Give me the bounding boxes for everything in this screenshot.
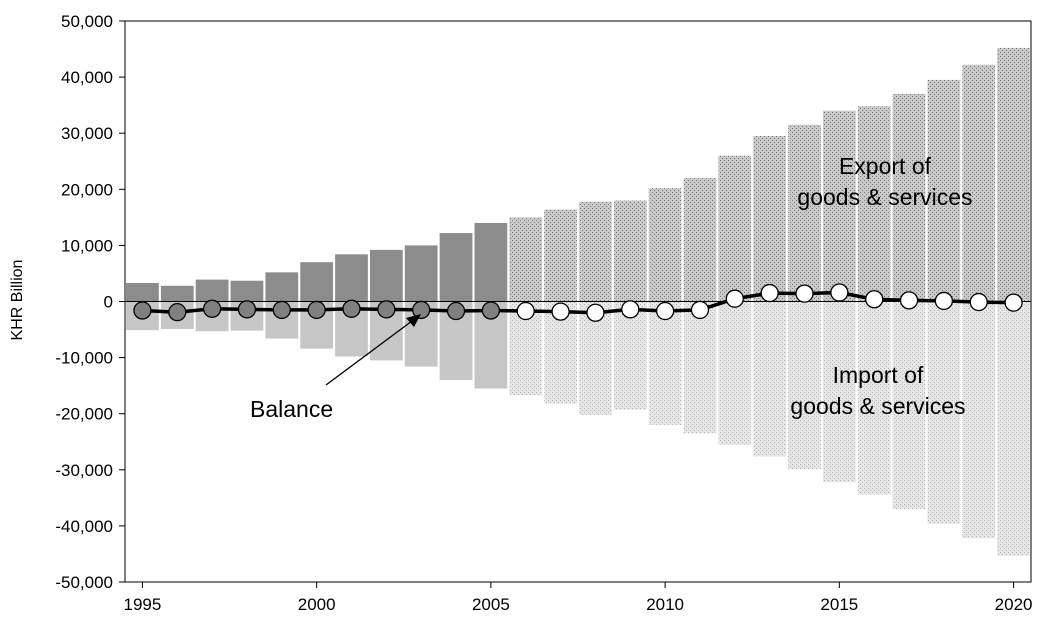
export-bar-2001 <box>335 254 368 302</box>
export-bar-2020 <box>997 47 1030 302</box>
export-bar-2010 <box>648 188 682 302</box>
balance-point-1997 <box>202 299 222 318</box>
y-tick-label-4: 10,000 <box>61 236 113 255</box>
y-tick-label-0: 50,000 <box>61 12 113 31</box>
balance-point-2012 <box>725 289 744 308</box>
export-bar-2018 <box>927 79 961 302</box>
import-bar-2014 <box>788 301 821 470</box>
y-tick-label-6: -10,000 <box>55 349 113 368</box>
export-bar-2005 <box>474 222 508 302</box>
balance-arrow-shaft <box>325 317 417 386</box>
x-tick-label-2010: 2010 <box>646 595 684 614</box>
import-bar-2015 <box>822 301 856 483</box>
export-annotation-line2: goods & services <box>797 184 972 210</box>
export-bar-2014 <box>788 124 821 302</box>
balance-point-2009 <box>621 300 640 319</box>
balance-point-2011 <box>690 300 710 320</box>
y-tick-label-5: 0 <box>104 293 113 312</box>
export-bar-1998 <box>230 280 264 302</box>
balance-point-2003 <box>412 300 431 320</box>
export-bar-1995 <box>126 282 159 302</box>
y-tick-label-7: -20,000 <box>55 405 113 424</box>
import-bar-2013 <box>753 301 787 457</box>
balance-point-2020 <box>1004 293 1023 312</box>
balance-point-2015 <box>830 283 849 302</box>
balance-point-2018 <box>934 291 954 311</box>
balance-line-layer <box>133 283 1023 322</box>
balance-point-2008 <box>586 303 605 322</box>
balance-point-2010 <box>655 301 675 321</box>
balance-point-2006 <box>516 301 535 321</box>
export-bar-2006 <box>509 217 543 302</box>
export-bar-1999 <box>265 272 299 302</box>
axes-layer: 50,000 40,000 30,000 20,000 10,000 0 -10,000 -2… <box>55 12 1032 614</box>
balance-annotation: Balance <box>250 396 333 422</box>
balance-point-2019 <box>969 292 988 312</box>
export-annotation-line1: Export of <box>839 153 932 179</box>
balance-point-2005 <box>481 301 501 320</box>
y-tick-label-2: 30,000 <box>61 124 113 143</box>
import-bar-2018 <box>927 301 961 524</box>
y-tick-label-10: -50,000 <box>55 573 113 592</box>
export-bar-2017 <box>892 93 926 302</box>
import-bar-2019 <box>962 301 996 539</box>
balance-point-2016 <box>865 290 884 309</box>
import-bar-2011 <box>683 301 717 434</box>
export-bar-2013 <box>753 136 787 302</box>
annotations-layer: Export of goods & services Import of goo… <box>250 153 973 422</box>
y-axis-title: KHR Billion <box>9 260 26 341</box>
x-tick-label-2005: 2005 <box>472 595 510 614</box>
balance-point-1998 <box>237 300 257 319</box>
y-tick-label-3: 20,000 <box>61 180 113 199</box>
export-bar-2000 <box>300 262 334 302</box>
balance-point-2014 <box>795 284 814 303</box>
import-bar-2016 <box>857 301 891 495</box>
export-bar-2015 <box>822 110 856 302</box>
x-tick-label-2000: 2000 <box>298 595 336 614</box>
y-tick-label-1: 40,000 <box>61 68 113 87</box>
y-tick-label-9: -40,000 <box>55 517 113 536</box>
x-tick-label-2020: 2020 <box>995 595 1033 614</box>
balance-point-2017 <box>899 291 919 310</box>
export-bar-2019 <box>962 64 996 302</box>
balance-point-2002 <box>377 300 396 319</box>
export-bar-2011 <box>683 178 717 302</box>
import-bar-2010 <box>648 301 682 425</box>
export-bar-2008 <box>579 201 612 302</box>
export-bar-2016 <box>857 106 891 302</box>
export-bar-2009 <box>613 200 647 302</box>
balance-point-2007 <box>551 302 570 321</box>
export-bar-2012 <box>718 155 752 302</box>
balance-point-2001 <box>342 299 361 318</box>
export-bar-1996 <box>160 285 194 302</box>
import-bar-2020 <box>997 301 1030 556</box>
import-bar-2017 <box>892 301 926 510</box>
balance-point-1996 <box>168 303 187 322</box>
y-tick-label-8: -30,000 <box>55 461 113 480</box>
balance-point-2004 <box>446 301 466 321</box>
balance-point-1995 <box>133 301 152 320</box>
export-bar-2003 <box>404 245 438 302</box>
import-bar-2012 <box>718 301 752 445</box>
export-bar-2007 <box>544 209 577 302</box>
balance-point-2000 <box>307 300 326 320</box>
import-bar-2009 <box>613 301 647 410</box>
x-tick-label-2015: 2015 <box>820 595 858 614</box>
import-annotation-line1: Import of <box>833 362 924 388</box>
import-annotation-line2: goods & services <box>790 393 965 419</box>
x-tick-label-1995: 1995 <box>124 595 162 614</box>
export-bar-2004 <box>439 233 473 302</box>
balance-point-1999 <box>272 300 291 320</box>
balance-point-2013 <box>760 283 779 303</box>
balance-arrowhead <box>406 314 421 327</box>
export-bar-1997 <box>195 279 229 302</box>
export-bar-2002 <box>369 249 403 302</box>
